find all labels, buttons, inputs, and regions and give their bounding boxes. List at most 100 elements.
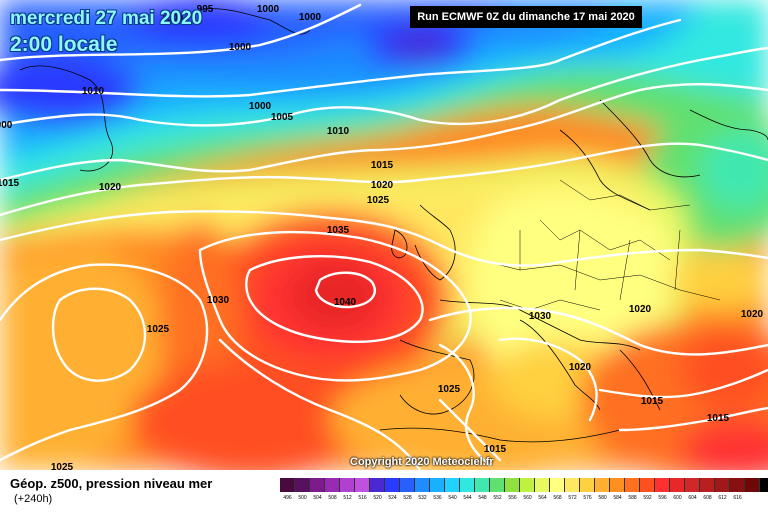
- isobar-label: 995: [197, 4, 214, 15]
- scale-tick-label: 592: [643, 495, 652, 501]
- legend-panel: Géop. z500, pression niveau mer (+240h) …: [0, 470, 768, 512]
- scale-tick-label: 508: [328, 495, 337, 501]
- scale-tick-label: 532: [418, 495, 427, 501]
- scale-swatch: [670, 478, 685, 492]
- scale-swatch: [655, 478, 670, 492]
- isobar-label: 1000: [299, 12, 322, 23]
- scale-tick-label: 552: [493, 495, 502, 501]
- scale-tick-label: 572: [568, 495, 577, 501]
- isobar-label: 1000: [249, 101, 272, 112]
- scale-tick-label: 504: [313, 495, 322, 501]
- isobar-label: 1010: [82, 86, 105, 97]
- isobar-label: 1005: [271, 112, 294, 123]
- scale-swatch: [400, 478, 415, 492]
- isobar-label: 1000: [161, 13, 184, 24]
- scale-swatch: [445, 478, 460, 492]
- scale-tick-label: 556: [508, 495, 517, 501]
- isobar-label: 1015: [707, 413, 730, 424]
- isobar-label: 1000: [257, 4, 280, 15]
- scale-tick-label: 584: [613, 495, 622, 501]
- scale-swatch: [490, 478, 505, 492]
- scale-tick-label: 536: [433, 495, 442, 501]
- scale-swatch: [295, 478, 310, 492]
- run-info: Run ECMWF 0Z du dimanche 17 mai 2020: [410, 6, 642, 28]
- scale-swatch: [460, 478, 475, 492]
- isobar-label: 1025: [438, 384, 461, 395]
- isobar-label: 1030: [529, 311, 552, 322]
- scale-tick-label: 548: [478, 495, 487, 501]
- scale-swatch: [565, 478, 580, 492]
- isobar-label: 1020: [99, 182, 122, 193]
- scale-swatch: [280, 478, 295, 492]
- scale-swatch: [310, 478, 325, 492]
- isobar-label: 1020: [371, 180, 394, 191]
- isobar-label: 1015: [641, 396, 664, 407]
- isobar-labels: 9951000100010001000101010001005101010151…: [0, 4, 764, 470]
- scale-tick-label: 568: [553, 495, 562, 501]
- scale-swatch: [610, 478, 625, 492]
- coastlines: [19, 8, 768, 443]
- isobar-label: 1025: [147, 324, 170, 335]
- geopotential-field: 9951000100010001000101010001005101010151…: [0, 0, 768, 470]
- color-scale-ticks: 496 500 504 508 512 516 520 524 528 532 536 540 544 5…: [280, 495, 745, 501]
- scale-tick-label: 520: [373, 495, 382, 501]
- scale-tick-label: 588: [628, 495, 637, 501]
- legend-title: Géop. z500, pression niveau mer: [10, 476, 213, 491]
- scale-tick-label: 528: [403, 495, 412, 501]
- scale-tick-label: 612: [718, 495, 727, 501]
- scale-tick-label: 540: [448, 495, 457, 501]
- scale-swatch: [475, 478, 490, 492]
- isobar-label: 1000: [229, 42, 252, 53]
- isobar-label: 1025: [51, 462, 74, 470]
- scale-swatch: [685, 478, 700, 492]
- borders: [479, 179, 721, 311]
- scale-tick-label: 604: [688, 495, 697, 501]
- isobar-label: 1020: [569, 362, 592, 373]
- scale-swatch: [730, 478, 745, 492]
- scale-swatch: [370, 478, 385, 492]
- isobar-label: 1030: [207, 295, 230, 306]
- scale-swatch: [430, 478, 445, 492]
- scale-swatch: [385, 478, 400, 492]
- scale-swatch: [415, 478, 430, 492]
- isobar-label: 1020: [629, 304, 652, 315]
- isobars: [0, 3, 768, 470]
- scale-swatch: [760, 478, 768, 492]
- scale-swatch: [580, 478, 595, 492]
- scale-tick-label: 616: [733, 495, 742, 501]
- scale-tick-label: 500: [298, 495, 307, 501]
- isobar-label: 1035: [327, 225, 350, 236]
- scale-swatch: [355, 478, 370, 492]
- scale-swatch: [325, 478, 340, 492]
- isobar-label: 000: [0, 120, 13, 131]
- isobar-label: 1020: [741, 309, 764, 320]
- scale-tick-label: 580: [598, 495, 607, 501]
- isobar-label: 1015: [0, 178, 20, 189]
- scale-swatch: [505, 478, 520, 492]
- scale-tick-label: 596: [658, 495, 667, 501]
- scale-tick-label: 608: [703, 495, 712, 501]
- isobar-label: 1015: [484, 444, 507, 455]
- scale-tick-label: 512: [343, 495, 352, 501]
- scale-tick-label: 560: [523, 495, 532, 501]
- scale-swatch: [625, 478, 640, 492]
- scale-swatch: [700, 478, 715, 492]
- scale-swatch: [595, 478, 610, 492]
- weather-map: 9951000100010001000101010001005101010151…: [0, 0, 768, 470]
- scale-tick-label: 516: [358, 495, 367, 501]
- forecast-date: mercredi 27 mai 2020: [10, 8, 203, 29]
- forecast-time: 2:00 locale: [10, 33, 118, 56]
- scale-tick-label: 576: [583, 495, 592, 501]
- scale-tick-label: 564: [538, 495, 547, 501]
- isobar-label: 1025: [367, 195, 390, 206]
- scale-tick-label: 544: [463, 495, 472, 501]
- copyright-text: Copyright 2020 Meteociel.fr: [350, 456, 494, 468]
- scale-swatch: [535, 478, 550, 492]
- isobar-label: 1015: [371, 160, 394, 171]
- isobar-label: 1040: [334, 297, 357, 308]
- scale-swatch: [715, 478, 730, 492]
- scale-swatch: [745, 478, 760, 492]
- legend-subtitle: (+240h): [14, 493, 53, 505]
- scale-tick-label: 496: [283, 495, 292, 501]
- color-scale: [280, 478, 768, 492]
